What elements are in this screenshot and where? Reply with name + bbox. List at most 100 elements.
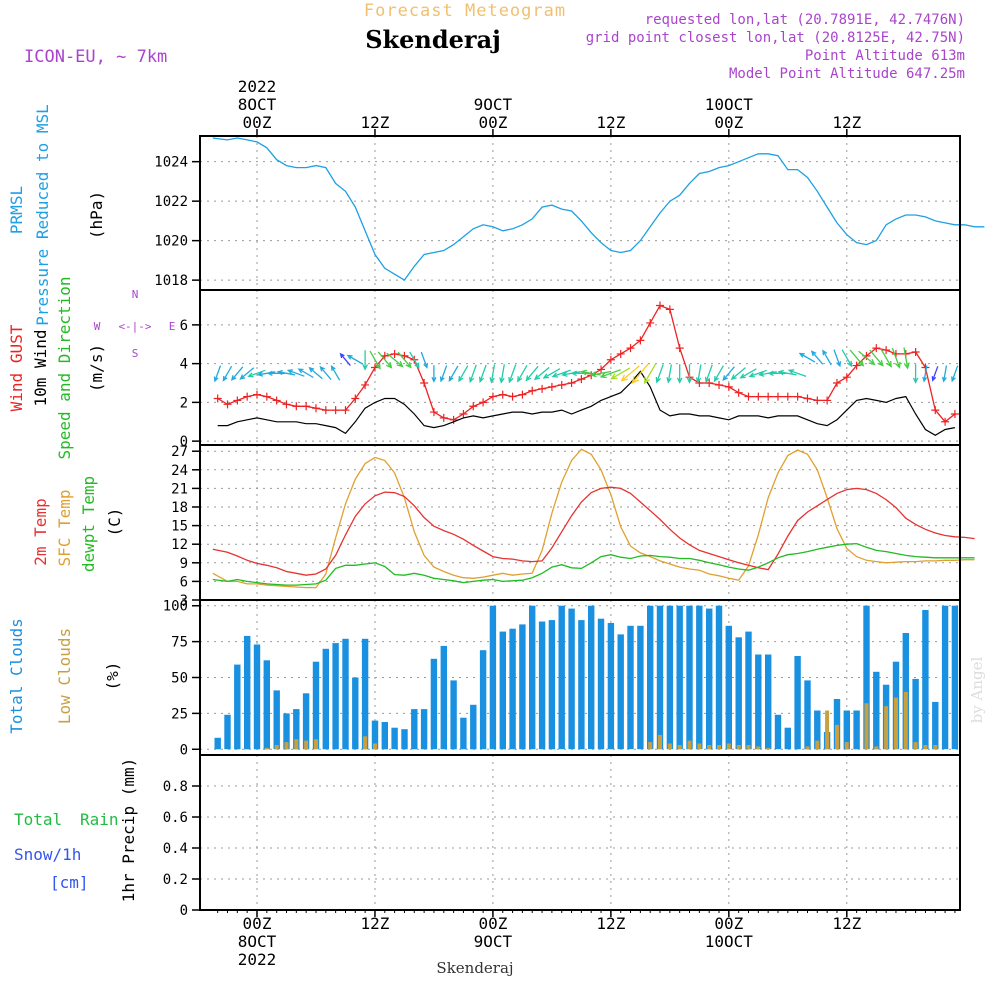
wind-gust-marker <box>941 417 950 426</box>
wind-direction-arrow <box>478 364 487 384</box>
low-cloud-bar <box>648 742 653 750</box>
total-cloud-bar <box>745 631 752 750</box>
total-cloud-bar <box>843 710 850 750</box>
wind-direction-arrow <box>758 371 777 377</box>
top-time-label: 8OCT <box>238 95 277 114</box>
low-cloud-bar <box>736 745 741 750</box>
total-cloud-bar <box>578 620 585 750</box>
total-cloud-bar <box>784 727 791 750</box>
wind-direction-arrow <box>469 364 477 384</box>
low-cloud-bar <box>284 742 289 750</box>
dewpoint-line <box>212 542 975 586</box>
wind-gust-marker <box>213 394 222 403</box>
total-cloud-bar <box>361 638 369 750</box>
total-cloud-bar <box>686 605 693 750</box>
low-cloud-bar <box>707 745 712 750</box>
wind-direction-arrow <box>620 365 640 382</box>
total-cloud-bar <box>302 693 310 750</box>
bottom-time-label: 10OCT <box>705 932 754 951</box>
y-tick-label: 21 <box>171 481 188 497</box>
total-cloud-bar <box>873 671 880 750</box>
wind-direction-arrow <box>912 364 919 384</box>
total-cloud-bar <box>548 620 556 750</box>
wind-gust-marker <box>282 400 291 409</box>
grid-point-coords: grid point closest lon,lat (20.8125E, 42… <box>586 30 965 46</box>
total-cloud-bar <box>538 621 546 750</box>
label-wind-gust: Wind GUST <box>7 324 26 411</box>
wind-gust-marker <box>577 375 586 384</box>
wind-gust-marker <box>950 410 959 418</box>
top-time-label: 9OCT <box>474 95 513 114</box>
wind-direction-arrow <box>666 364 673 384</box>
y-tick-label: 6 <box>180 318 188 334</box>
wind-direction-arrow <box>346 354 364 365</box>
wind-gust-marker <box>803 394 812 403</box>
total-cloud-bar <box>312 661 320 750</box>
wind-direction-arrow <box>517 364 528 383</box>
wind-direction-arrow <box>420 351 429 369</box>
y-tick-label: 100 <box>163 599 188 615</box>
wind-gust-marker <box>420 379 429 387</box>
wind-direction-arrow <box>722 366 735 382</box>
wind-direction-arrow <box>704 364 713 384</box>
wind-direction-arrow <box>256 371 276 377</box>
label-speed-direction: Speed and Direction <box>55 276 74 459</box>
wind-gust-marker <box>243 392 252 401</box>
wind-direction-arrow <box>599 369 621 379</box>
compass-e: E <box>169 320 176 333</box>
wind-direction-arrow <box>431 365 437 383</box>
label-rain: Rain <box>80 810 119 829</box>
total-cloud-bar <box>499 631 506 750</box>
low-cloud-bar <box>844 742 849 750</box>
bottom-time-label: 12Z <box>361 914 390 933</box>
wind-direction-arrow <box>286 369 305 377</box>
wind-gust-marker <box>547 382 556 391</box>
wind-gust-marker <box>331 406 340 415</box>
total-cloud-bar <box>607 623 615 750</box>
label-total: Total <box>14 810 62 829</box>
y-tick-label: 1022 <box>154 194 188 210</box>
wind-direction-arrow <box>810 350 824 365</box>
bottom-time-label: 8OCT <box>238 932 277 951</box>
wind-direction-arrow <box>362 350 368 371</box>
wind-direction-arrow <box>266 370 286 376</box>
wind-direction-arrow <box>397 351 412 369</box>
wind-direction-arrow <box>330 364 341 381</box>
bottom-time-label: 12Z <box>832 914 861 933</box>
label-prmsl: PRMSL <box>7 186 26 234</box>
low-cloud-bar <box>884 706 889 750</box>
wind-gust-marker <box>823 396 832 405</box>
wind-direction-arrow <box>213 365 222 383</box>
wind-direction-arrow <box>849 349 865 367</box>
temp-2m-line <box>212 486 975 576</box>
total-cloud-bar <box>617 634 624 750</box>
compass-arrows: <-|-> <box>118 320 151 333</box>
total-cloud-bar <box>833 699 841 750</box>
y-tick-label: 0.8 <box>163 779 188 795</box>
top-year-label: 2022 <box>238 77 277 96</box>
bottom-time-label: 00Z <box>714 914 743 933</box>
wind-direction-arrow <box>589 370 612 378</box>
wind-direction-arrow <box>869 349 884 367</box>
wind-gust-marker <box>479 398 488 407</box>
low-cloud-bar <box>274 745 279 750</box>
wind-direction-arrow <box>297 368 314 379</box>
wind-direction-arrow <box>643 363 657 385</box>
top-time-label: 12Z <box>596 113 625 132</box>
low-cloud-bar <box>766 747 771 750</box>
wind-gust-line <box>217 304 956 423</box>
wind-gust-marker <box>764 392 773 401</box>
wind-direction-arrow <box>922 365 928 383</box>
wind-gust-marker <box>311 404 320 413</box>
wind-gust-marker <box>734 388 743 397</box>
wind-gust-marker <box>341 406 350 415</box>
wind-gust-marker <box>439 413 448 422</box>
label-total-clouds: Total Clouds <box>7 618 26 734</box>
y-tick-label: 25 <box>171 706 188 722</box>
total-cloud-bar <box>342 638 349 750</box>
total-cloud-bar <box>951 605 959 750</box>
wind-direction-arrow <box>841 349 853 368</box>
bottom-time-label: 2022 <box>238 950 277 969</box>
total-cloud-bar <box>401 729 408 750</box>
